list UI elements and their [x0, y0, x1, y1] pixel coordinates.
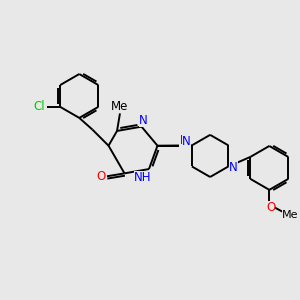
Text: N: N: [229, 161, 238, 174]
Text: O: O: [97, 170, 106, 183]
Text: Me: Me: [111, 100, 129, 113]
Text: N: N: [182, 135, 191, 148]
Text: NH: NH: [134, 171, 151, 184]
Text: O: O: [266, 201, 275, 214]
Text: Cl: Cl: [33, 100, 45, 113]
Text: N: N: [179, 134, 188, 147]
Text: Me: Me: [282, 210, 298, 220]
Text: N: N: [139, 114, 147, 127]
